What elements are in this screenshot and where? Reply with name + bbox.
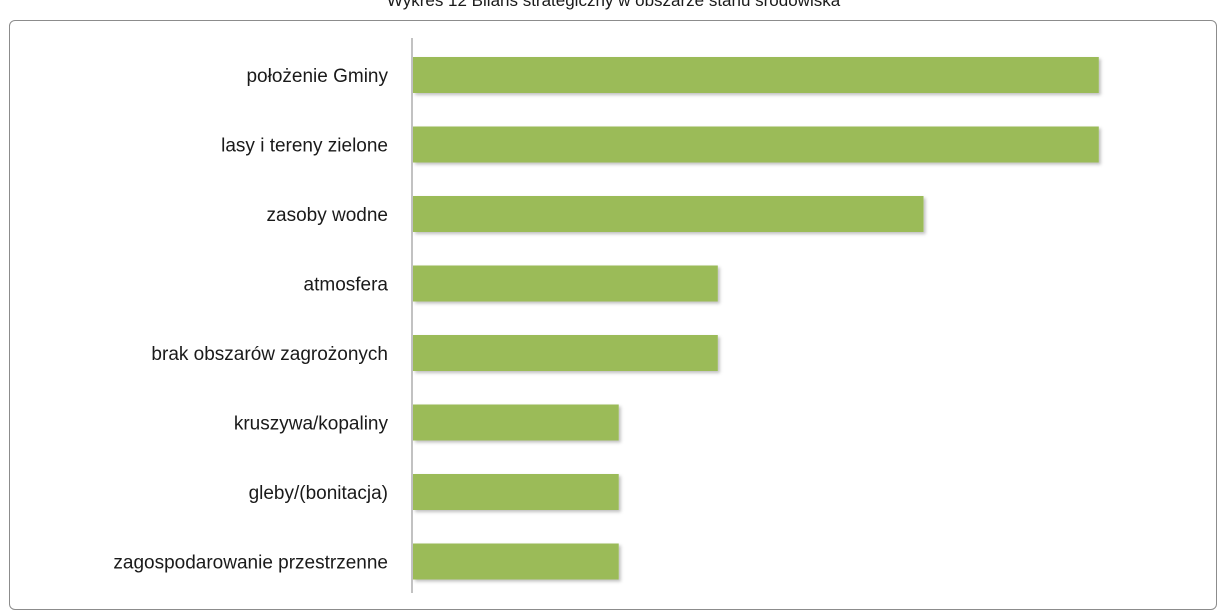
category-label-7: gleby/(bonitacja) [249, 483, 388, 504]
category-label-8: zagospodarowanie przestrzenne [113, 553, 388, 574]
bar-6 [413, 404, 619, 441]
category-label-6: kruszywa/kopaliny [234, 414, 389, 435]
category-label-3: zasoby wodne [267, 205, 388, 226]
category-label-1: położenie Gminy [246, 66, 388, 87]
chart-frame [9, 20, 1217, 610]
bar-4 [413, 265, 718, 302]
bar-1 [413, 57, 1099, 93]
category-label-5: brak obszarów zagrożonych [151, 344, 388, 365]
bar-2 [413, 126, 1099, 163]
category-label-4: atmosfera [304, 275, 389, 296]
bar-3 [413, 196, 924, 232]
chart-title: Wykres 12 Bilans strategiczny w obszarze… [386, 0, 841, 10]
bar-8 [413, 543, 619, 580]
category-label-2: lasy i tereny zielone [221, 136, 388, 157]
bar-7 [413, 474, 619, 510]
bar-5 [413, 335, 718, 371]
